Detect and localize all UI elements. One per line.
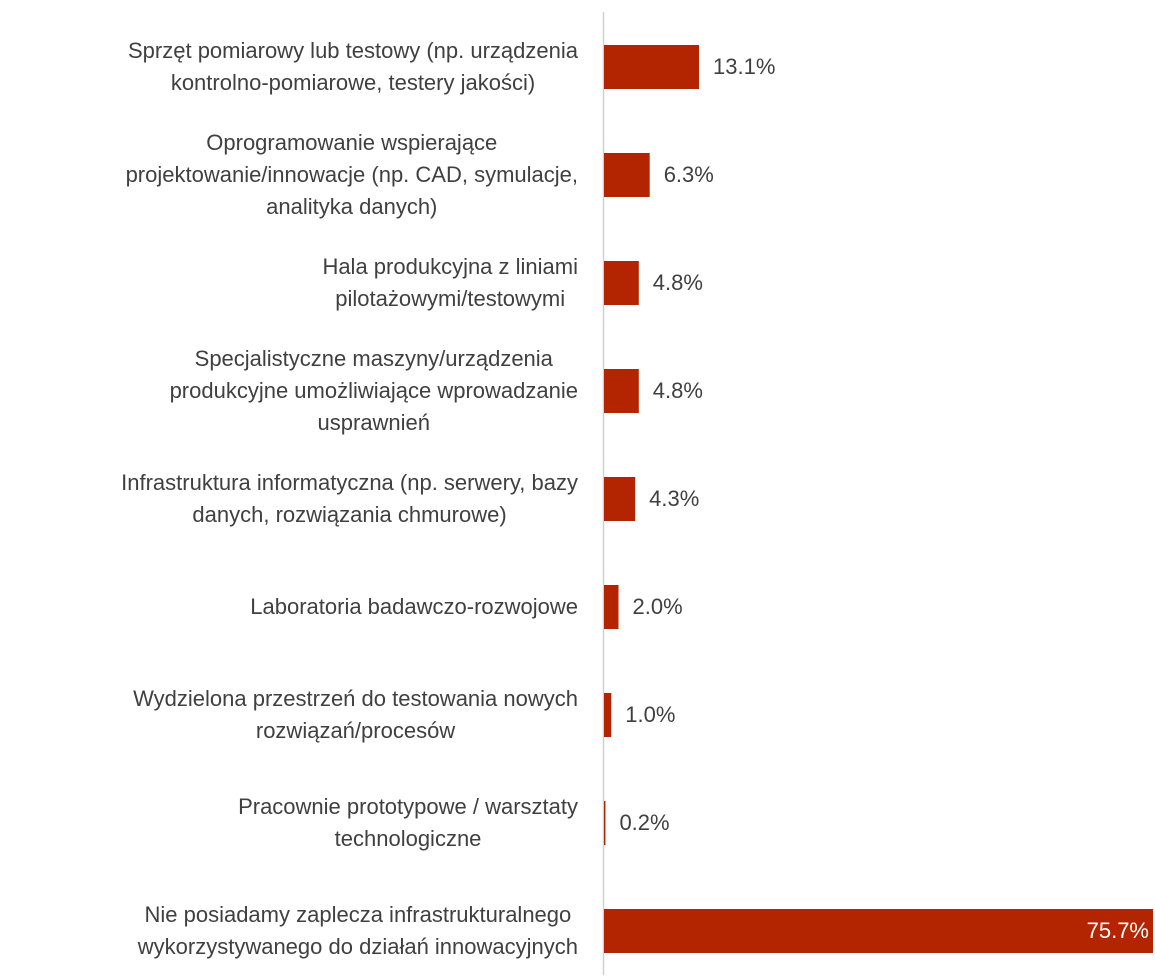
value-label: 2.0% [633, 594, 683, 619]
value-label: 4.3% [649, 486, 699, 511]
category-label: Infrastruktura informatyczna (np. serwer… [121, 467, 578, 531]
bar [604, 261, 639, 305]
category-line: danych, rozwiązania chmurowe) [192, 502, 507, 527]
category-line: Laboratoria badawczo-rozwojowe [250, 594, 578, 619]
bar [604, 153, 650, 197]
category-label: Pracownie prototypowe / warsztaty technol… [238, 791, 578, 855]
category-line: technologiczne [334, 826, 482, 851]
bar [604, 45, 700, 89]
value-label: 4.8% [653, 378, 703, 403]
category-line: Pracownie prototypowe / warsztaty [238, 794, 578, 819]
value-label: 4.8% [653, 270, 703, 295]
category-line: Oprogramowanie wspierające [206, 130, 498, 155]
category-label: Nie posiadamy zaplecza infrastrukturalne… [138, 899, 578, 963]
category-line: Specjalistyczne maszyny/urządzenia [194, 346, 553, 371]
category-label: Wydzielona przestrzeń do testowania nowy… [133, 683, 578, 747]
category-line: produkcyjne umożliwiające wprowadzanie [169, 378, 578, 403]
category-line: rozwiązań/procesów [255, 718, 456, 743]
bar [604, 693, 612, 737]
category-line: usprawnień [317, 410, 431, 435]
category-line: projektowanie/innowacje (np. CAD, symula… [125, 162, 578, 187]
category-label: Sprzęt pomiarowy lub testowy (np. urządz… [128, 35, 578, 99]
category-line: kontrolno-pomiarowe, testery jakości) [170, 70, 536, 95]
category-label: Oprogramowanie wspierające projektowanie/… [126, 127, 578, 223]
category-label: Specjalistyczne maszyny/urządzenia produk… [170, 343, 578, 439]
category-line: Hala produkcyjna z liniami [322, 254, 578, 279]
bar [604, 909, 1153, 953]
category-line: Nie posiadamy zaplecza infrastrukturalne… [144, 902, 572, 927]
category-line: Sprzęt pomiarowy lub testowy (np. urządz… [128, 38, 578, 63]
category-line: Wydzielona przestrzeń do testowania nowy… [133, 686, 578, 711]
bar [604, 585, 619, 629]
bar [604, 369, 639, 413]
category-line: analityka danych) [266, 194, 438, 219]
value-label: 1.0% [625, 702, 675, 727]
bar [604, 477, 636, 521]
category-line: Infrastruktura informatyczna (np. serwer… [121, 470, 578, 495]
bar [604, 801, 606, 845]
category-label: Hala produkcyjna z liniami pilotażowymi/t… [322, 251, 578, 315]
value-label: 13.1% [713, 54, 775, 79]
category-label: Laboratoria badawczo-rozwojowe [250, 591, 578, 623]
category-line: pilotażowymi/testowymi [335, 286, 566, 311]
value-label: 75.7% [1087, 918, 1149, 943]
value-label: 6.3% [664, 162, 714, 187]
category-line: wykorzystywanego do działań innowacyjnyc… [137, 934, 578, 959]
value-label: 0.2% [619, 810, 669, 835]
